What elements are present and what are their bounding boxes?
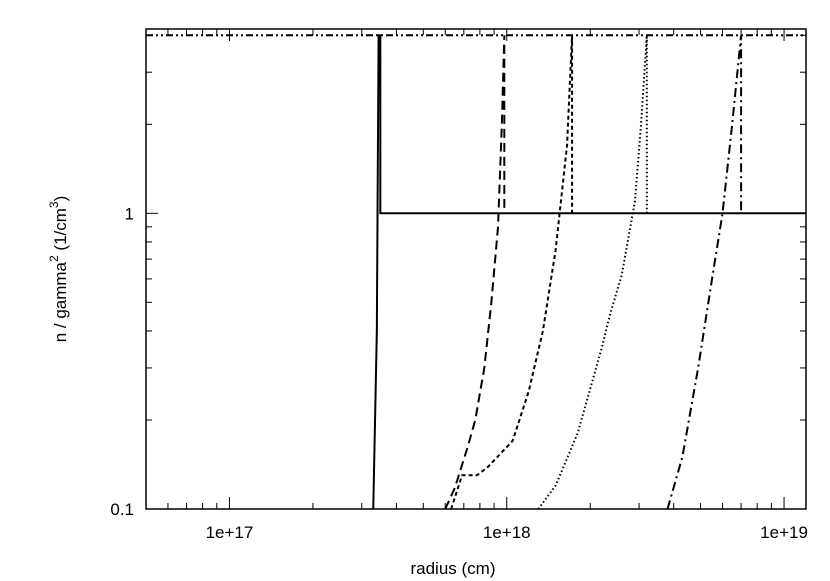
series-layer [146, 34, 806, 510]
series-line-dash-dot [666, 35, 743, 510]
tick-marks [145, 29, 806, 510]
series-line-short-dash [450, 35, 574, 510]
tick-labels: 1e+17 1e+18 1e+19 0.1 1 [110, 204, 808, 542]
x-tick-label: 1e+19 [760, 523, 808, 542]
series-line-long-dash [444, 35, 506, 510]
plot-frame [145, 28, 807, 510]
x-tick-label: 1e+17 [206, 523, 254, 542]
x-axis-label: radius (cm) [410, 559, 495, 578]
y-axis-label: n / gamma2 (1/cm3) [47, 196, 70, 343]
y-tick-label: 0.1 [110, 500, 134, 519]
x-tick-label: 1e+18 [483, 523, 531, 542]
series-line-dotted [537, 35, 648, 510]
y-tick-label: 1 [125, 204, 134, 223]
series-line-solid [372, 34, 806, 510]
